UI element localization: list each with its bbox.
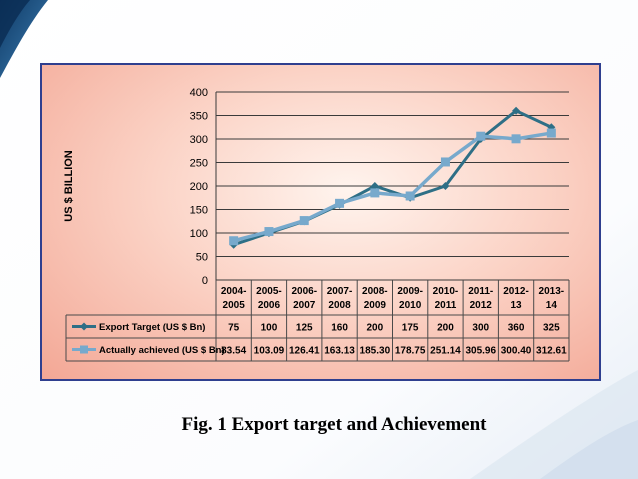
y-tick-label: 250 — [190, 158, 208, 170]
series-line — [233, 131, 552, 243]
data-point — [370, 188, 380, 198]
category-label: 2005 — [223, 300, 246, 311]
data-point — [476, 131, 486, 141]
series-line — [233, 109, 552, 247]
data-point — [229, 236, 239, 246]
data-point — [335, 198, 345, 208]
category-label: 2007- — [327, 286, 353, 297]
data-table-value: 160 — [331, 323, 348, 334]
category-label: 2013- — [539, 286, 565, 297]
caption-wrapper: Fig. 1 Export target and Achievement — [0, 414, 638, 436]
y-tick-label: 100 — [190, 228, 208, 240]
data-table-value: 305.96 — [465, 346, 496, 357]
data-point — [299, 216, 309, 226]
category-label: 2008- — [362, 286, 388, 297]
data-point — [441, 182, 450, 190]
data-table-value: 100 — [261, 323, 278, 334]
data-table-value: 300 — [472, 323, 489, 334]
figure-caption: Fig. 1 Export target and Achievement — [181, 414, 487, 435]
y-axis-label: US $ BILLION — [63, 150, 75, 222]
data-table-value: 175 — [402, 323, 419, 334]
y-tick-label: 350 — [190, 111, 208, 123]
data-point — [405, 191, 415, 201]
data-table-value: 163.13 — [324, 346, 355, 357]
data-table-value: 185.30 — [360, 346, 391, 357]
data-table-value: 200 — [367, 323, 384, 334]
data-table-value: 312.61 — [536, 346, 567, 357]
y-tick-label: 400 — [190, 87, 208, 99]
chart-frame: 0 50 100 150 200 250 300 350 400 US $ BILLION 2004… — [40, 63, 601, 381]
category-label: 2011 — [435, 300, 457, 311]
data-table-value: 300.40 — [501, 346, 532, 357]
y-tick-label: 0 — [202, 275, 208, 287]
legend-label: Actually achieved (US $ Bn) — [99, 345, 225, 356]
category-label: 2012 — [470, 300, 493, 311]
data-table-value: 83.54 — [221, 346, 246, 357]
category-label: 2004- — [221, 286, 247, 297]
category-label: 2008 — [328, 300, 351, 311]
category-label: 14 — [546, 300, 558, 311]
data-table-value: 360 — [508, 323, 525, 334]
data-point — [512, 106, 521, 115]
y-tick-label: 200 — [190, 181, 208, 193]
data-table-value: 251.14 — [430, 346, 461, 357]
data-point — [511, 134, 521, 144]
data-point — [440, 157, 450, 167]
data-table-value: 178.75 — [395, 346, 426, 357]
category-label: 2010 — [399, 300, 422, 311]
line-chart: 0 50 100 150 200 250 300 350 400 US $ BILLION 2004… — [63, 87, 570, 362]
y-tick-label: 300 — [190, 134, 208, 146]
category-label: 2005- — [256, 286, 282, 297]
category-label: 2007 — [293, 300, 316, 311]
category-label: 2011- — [468, 286, 493, 297]
data-point — [264, 227, 274, 237]
category-label: 2009- — [397, 286, 423, 297]
category-label: 13 — [510, 300, 522, 311]
category-label: 2010- — [433, 286, 459, 297]
category-label: 2009 — [364, 300, 387, 311]
data-point — [546, 128, 556, 138]
category-label: 2012- — [503, 286, 529, 297]
legend-key-marker — [80, 322, 88, 331]
data-table-value: 325 — [543, 323, 560, 334]
legend-key-marker — [80, 345, 88, 354]
y-tick-label: 150 — [190, 205, 208, 217]
data-table-value: 75 — [228, 323, 240, 334]
data-table-value: 125 — [296, 323, 313, 334]
category-label: 2006 — [258, 300, 281, 311]
data-table-value: 200 — [437, 323, 454, 334]
legend-label: Export Target (US $ Bn) — [99, 322, 205, 333]
data-table-value: 103.09 — [254, 346, 285, 357]
category-label: 2006- — [291, 286, 317, 297]
y-tick-label: 50 — [196, 252, 208, 264]
data-table-value: 126.41 — [289, 346, 320, 357]
data-point — [370, 182, 379, 190]
